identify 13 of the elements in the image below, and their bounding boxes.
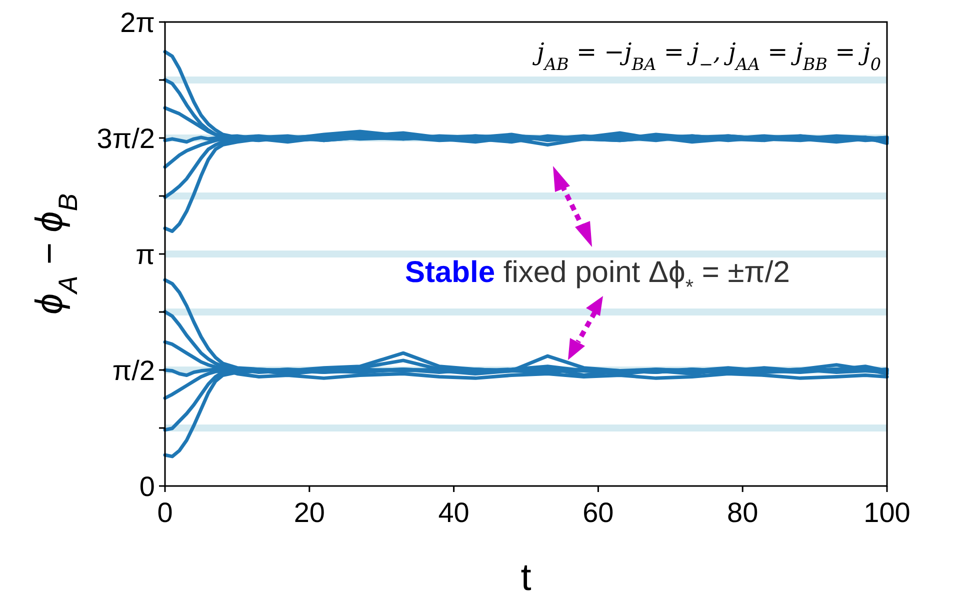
y-tick-label: π xyxy=(136,238,155,270)
y-tick-label: 3π/2 xyxy=(96,122,155,154)
x-axis-title: t xyxy=(520,557,532,599)
y-tick-label: 0 xyxy=(139,470,155,502)
x-tick-label: 20 xyxy=(294,497,325,528)
y-tick-label: π/2 xyxy=(112,354,155,386)
y-tick-label: 2π xyxy=(120,6,155,38)
x-tick-label: 100 xyxy=(864,497,910,528)
x-tick-label: 60 xyxy=(582,497,614,528)
annotation: Stable xyxy=(405,256,496,289)
x-tick-label: 80 xyxy=(727,497,758,528)
x-tick-label: 40 xyxy=(438,497,470,528)
annotation: fixed point Δϕ$_{*}$ = ±π/2 xyxy=(503,256,790,298)
